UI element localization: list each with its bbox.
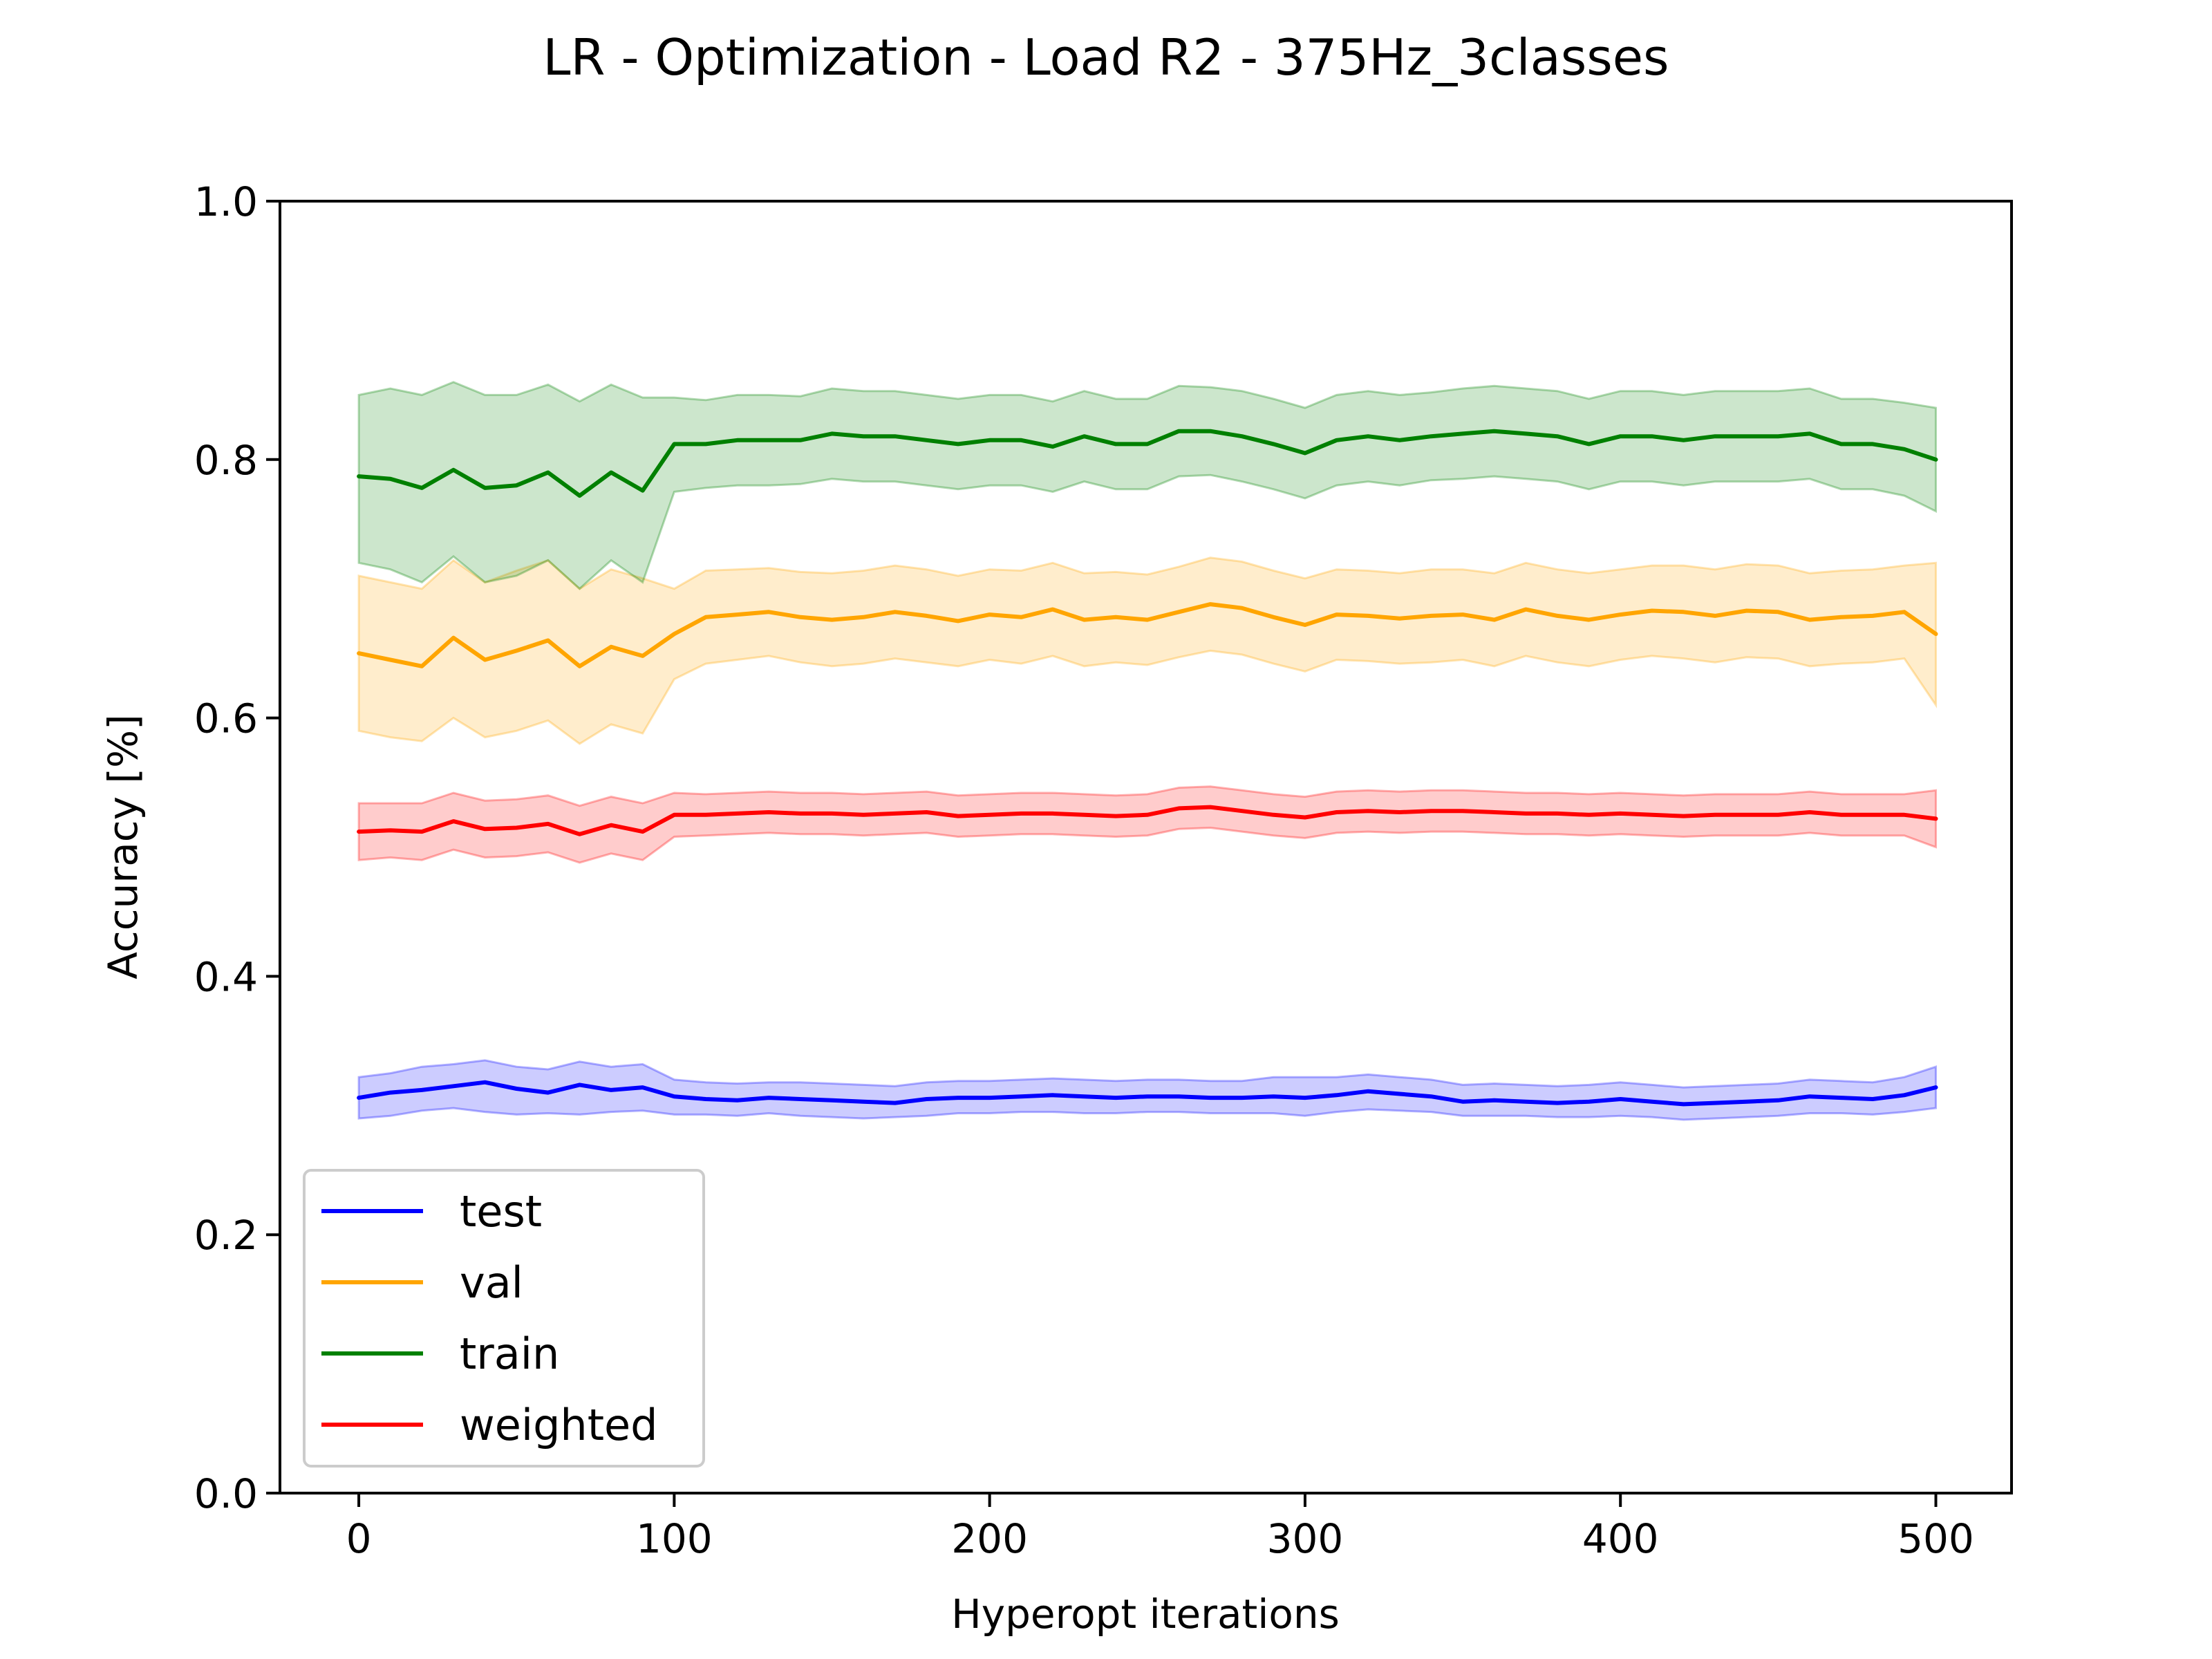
series-line-val	[357, 602, 1938, 668]
series-band-val	[357, 556, 1937, 745]
legend-label-test: test	[460, 1186, 542, 1237]
legend: test val train weighted	[303, 1169, 705, 1468]
y-tick-label: 0.0	[194, 1470, 258, 1517]
y-tick-label: 1.0	[194, 178, 258, 225]
plot-area	[279, 200, 2013, 1494]
y-tick-label: 0.4	[194, 953, 258, 1000]
legend-box	[303, 1169, 705, 1468]
legend-items: test val train weighted	[321, 1186, 658, 1450]
y-tick-label: 0.2	[194, 1212, 258, 1259]
series-line-train	[357, 429, 1938, 498]
y-axis-label: Accuracy [%]	[100, 714, 147, 980]
x-axis: 0 100 200 300 400 500	[346, 1493, 1974, 1562]
x-tick-label: 200	[951, 1515, 1028, 1562]
series-lines	[357, 429, 1938, 1107]
x-axis-label: Hyperopt iterations	[951, 1591, 1340, 1638]
x-tick-label: 300	[1267, 1515, 1344, 1562]
y-tick-label: 0.8	[194, 437, 258, 484]
legend-label-val: val	[460, 1257, 523, 1308]
series-line-weighted	[357, 805, 1938, 836]
x-tick-label: 500	[1897, 1515, 1974, 1562]
y-tick-label: 0.6	[194, 695, 258, 742]
plot-frame	[279, 200, 2013, 1494]
x-tick-label: 400	[1582, 1515, 1659, 1562]
legend-label-weighted: weighted	[460, 1400, 658, 1450]
series-band-weighted	[357, 785, 1937, 864]
x-tick-label: 100	[636, 1515, 713, 1562]
x-tick-label: 0	[346, 1515, 372, 1562]
series-band-test	[357, 1059, 1937, 1121]
series-line-test	[357, 1080, 1938, 1107]
y-axis: 0.0 0.2 0.4 0.6 0.8 1.0	[194, 178, 280, 1517]
legend-label-train: train	[460, 1329, 559, 1379]
chart-title: LR - Optimization - Load R2 - 375Hz_3cla…	[543, 28, 1669, 86]
